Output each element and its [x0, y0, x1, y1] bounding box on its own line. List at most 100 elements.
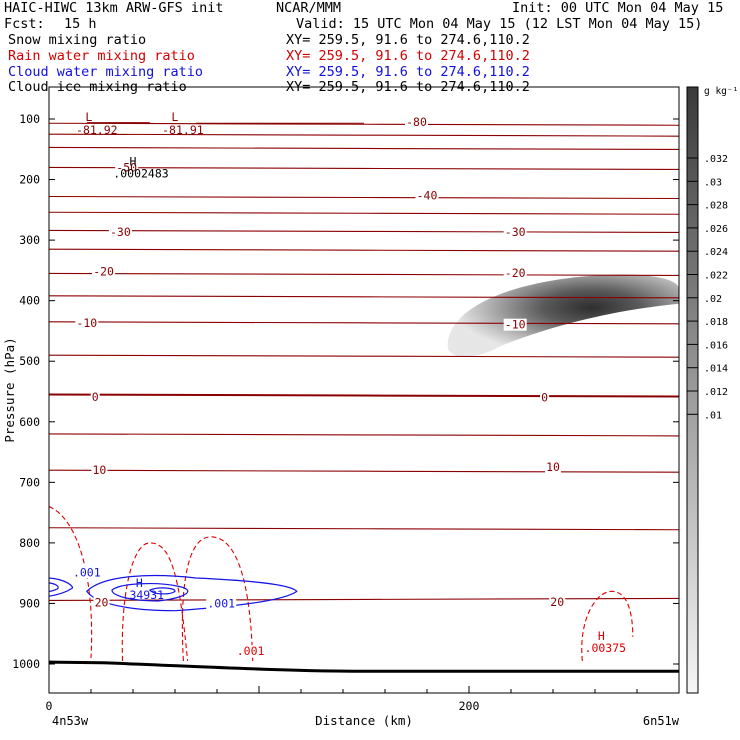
- temperature-contour: [48, 321, 680, 325]
- temperature-label: -30: [110, 225, 131, 239]
- label-backdrop: [549, 596, 566, 609]
- fcst-value: 15 h: [64, 16, 97, 32]
- temperature-label: -40: [417, 189, 438, 203]
- label-backdrop: [90, 390, 100, 403]
- label-backdrop: [405, 115, 428, 128]
- temperature-contour: [48, 248, 680, 252]
- label-backdrop: [108, 226, 132, 239]
- high-marker: H: [130, 155, 137, 169]
- label-backdrop: [503, 267, 527, 280]
- terrain-line: [48, 660, 679, 673]
- cloud-label: .001: [73, 565, 101, 579]
- y-tick-label: 400: [19, 294, 40, 308]
- cloud-high-value: .34931: [123, 588, 165, 602]
- low-value: -81.92: [76, 123, 118, 137]
- cloud-water-contour: [86, 574, 298, 612]
- model-title: HAIC-HIWC 13km ARW-GFS init: [4, 0, 224, 16]
- colorbar-tick-label: .016: [704, 340, 728, 351]
- y-tick-label: 500: [19, 354, 40, 368]
- y-tick-label: 100: [19, 112, 40, 126]
- temperature-contours: [48, 122, 680, 602]
- low-value: -81.91: [162, 123, 204, 137]
- y-axis-label: Pressure (hPa): [2, 337, 17, 442]
- cloud-water-contour: [48, 582, 59, 592]
- label-backdrop: [503, 226, 527, 239]
- header: HAIC-HIWC 13km ARW-GFS init NCAR/MMM Ini…: [0, 0, 740, 100]
- temperature-contour: [48, 146, 680, 151]
- temperature-label: 20: [550, 595, 564, 609]
- temperature-label: 0: [541, 390, 548, 404]
- colorbar-unit: g kg⁻¹: [704, 86, 738, 97]
- label-backdrop: [503, 318, 527, 331]
- valid-time: Valid: 15 UTC Mon 04 May 15 (12 LST Mon …: [296, 16, 703, 32]
- temperature-label: -10: [76, 316, 97, 330]
- temperature-label: -10: [505, 318, 526, 332]
- temperature-label: 10: [546, 460, 560, 474]
- temperature-label: -20: [93, 264, 114, 278]
- y-tick-label: 700: [19, 475, 40, 489]
- colorbar-tick-label: .02: [704, 294, 722, 305]
- label-backdrop: [115, 161, 139, 174]
- rain-water-contour: [48, 506, 93, 658]
- label-backdrop: [206, 597, 237, 610]
- legend-rain-xy: XY= 259.5, 91.6 to 274.6,110.2: [286, 48, 530, 64]
- colorbar-tick-label: .028: [704, 201, 728, 212]
- x-endpoint-right: 6n51w: [643, 714, 680, 728]
- cloud-water-contour: [148, 587, 176, 595]
- colorbar-tick-label: .03: [704, 177, 722, 188]
- temperature-contour: [48, 229, 680, 233]
- high-value: .0002483: [113, 167, 168, 181]
- x-tick-label: 0: [46, 699, 53, 713]
- rain-water-contours: [48, 506, 634, 662]
- colorbar-tick-label: .01: [704, 410, 722, 421]
- temperature-contour: [48, 211, 680, 215]
- y-tick-label: 600: [19, 415, 40, 429]
- colorbar-tick-label: .024: [704, 247, 728, 258]
- temperature-label: 0: [92, 390, 99, 404]
- colorbar-tick-label: .014: [704, 364, 728, 375]
- legend-snow-xy: XY= 259.5, 91.6 to 274.6,110.2: [286, 32, 530, 48]
- y-tick-label: 1000: [12, 657, 40, 671]
- colorbar-tick-label: .022: [704, 271, 728, 282]
- colorbar-tick-label: .032: [704, 154, 728, 165]
- org-title: NCAR/MMM: [276, 0, 342, 16]
- temperature-contour: [48, 393, 680, 398]
- legend-cloud-xy: XY= 259.5, 91.6 to 274.6,110.2: [286, 64, 530, 80]
- y-tick-label: 300: [19, 233, 40, 247]
- temperature-label: 20: [95, 596, 109, 610]
- rain-water-contour: [121, 542, 189, 662]
- rain-water-contour: [581, 590, 634, 662]
- temperature-contour: [48, 469, 680, 473]
- label-backdrop: [235, 645, 266, 658]
- cloud-high-marker: H: [136, 576, 143, 590]
- temperature-contour: [48, 597, 680, 602]
- label-backdrop: [75, 316, 99, 329]
- colorbar-tick-label: .012: [704, 387, 728, 398]
- legend-cloud-label: Cloud water mixing ratio: [8, 64, 204, 80]
- temperature-contour: [48, 195, 680, 200]
- ice-shading-layer: [447, 274, 679, 357]
- label-backdrop: [71, 566, 102, 579]
- temperature-contour: [48, 527, 680, 531]
- label-backdrop: [91, 464, 108, 477]
- x-axis-label: Distance (km): [315, 713, 413, 728]
- colorbar-bar: [686, 86, 699, 694]
- label-backdrop: [93, 596, 110, 609]
- low-marker: L: [85, 110, 92, 124]
- label-backdrop: [545, 461, 561, 474]
- rain-high-value: .00375: [585, 641, 627, 655]
- y-tick-label: 900: [19, 596, 40, 610]
- temperature-label: -20: [505, 266, 526, 280]
- temperature-label: 10: [92, 463, 106, 477]
- y-tick-label: 800: [19, 536, 40, 550]
- cloud-water-contour: [111, 583, 189, 602]
- x-endpoint-left: 4n53w: [52, 714, 89, 728]
- temperature-contour: [48, 133, 680, 137]
- low-marker: L: [171, 110, 178, 124]
- x-tick-label: 200: [459, 699, 480, 713]
- temperature-contour: [48, 433, 680, 437]
- temperature-contour: [48, 272, 680, 276]
- init-time: Init: 00 UTC Mon 04 May 15: [512, 0, 724, 16]
